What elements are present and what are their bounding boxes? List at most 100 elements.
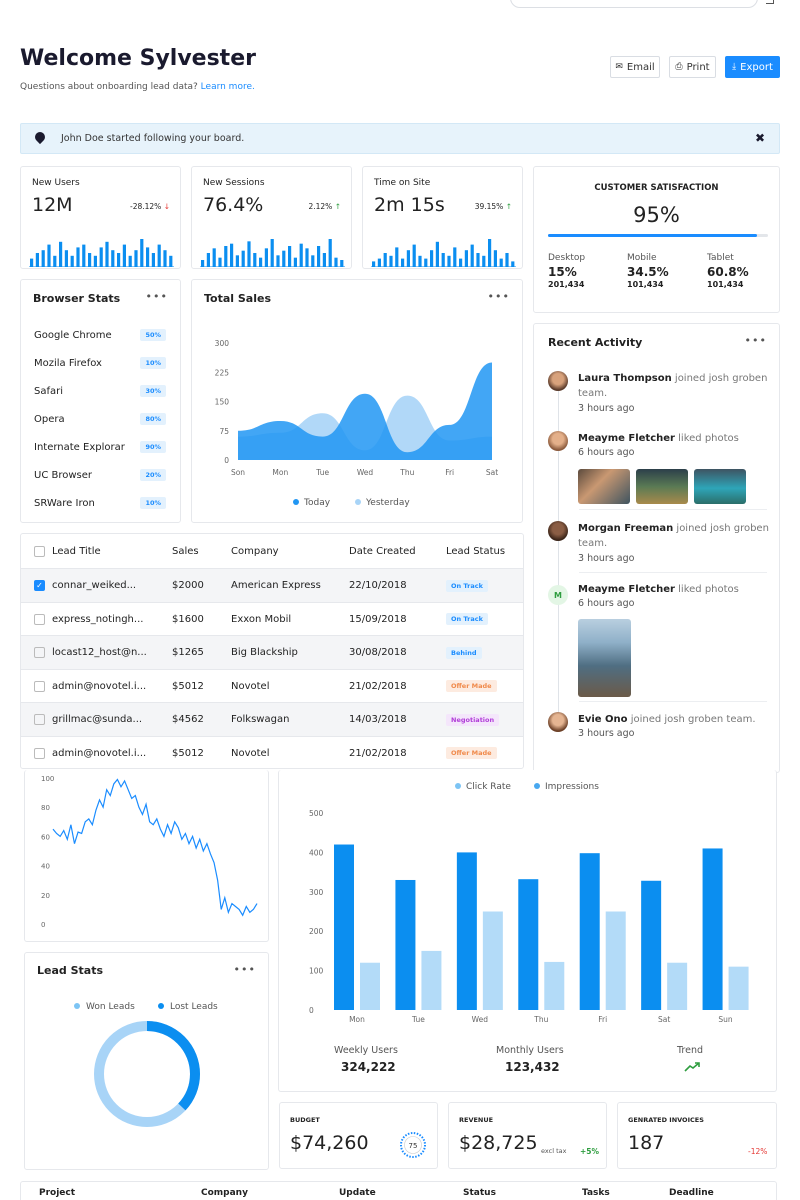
table-row[interactable]: locast12_host@n... $1265 Big Blackship 3… <box>21 635 523 669</box>
card-title: Browser Stats <box>33 292 121 305</box>
lead-company: American Express <box>231 580 321 591</box>
y-tick-label: 100 <box>309 967 324 976</box>
spark-bar <box>206 253 210 267</box>
user-menu-icon-partial[interactable] <box>766 0 774 4</box>
lead-date: 21/02/2018 <box>349 680 407 692</box>
spark-bar <box>264 248 268 267</box>
legend-label: Click Rate <box>466 782 511 792</box>
spark-bar <box>140 239 144 267</box>
lead-sales: $4562 <box>172 714 204 725</box>
spark-bar <box>157 244 161 267</box>
spark-bar <box>276 255 280 267</box>
learn-more-link[interactable]: Learn more. <box>200 82 255 92</box>
y-tick-label: 100 <box>41 775 54 783</box>
select-all-checkbox[interactable] <box>34 545 45 557</box>
email-button[interactable]: ✉ Email <box>610 56 660 78</box>
y-tick-label: 40 <box>41 863 50 871</box>
spark-bar <box>424 258 428 267</box>
more-options-icon[interactable]: ••• <box>487 290 510 303</box>
spark-bar <box>418 255 422 267</box>
row-checkbox[interactable] <box>34 613 45 625</box>
x-tick-label: Wed <box>357 468 374 477</box>
sparkbar-new-sessions <box>200 239 345 267</box>
gauge-value: 75 <box>409 1142 418 1150</box>
stat-label: New Sessions <box>203 178 265 188</box>
arrow-up-icon: ↑ <box>334 202 341 211</box>
arrow-up-icon: ↑ <box>505 202 512 211</box>
row-checkbox[interactable] <box>34 747 45 759</box>
close-icon[interactable]: ✖ <box>754 131 765 145</box>
export-button[interactable]: ⤓ Export <box>725 56 780 78</box>
bar-impressions <box>667 962 688 1010</box>
spark-bar <box>241 250 245 267</box>
x-tick-label: Tue <box>315 468 329 477</box>
bar-click-rate <box>334 844 354 1010</box>
lead-status-badge: Offer Made <box>446 680 497 692</box>
page-title: Welcome Sylvester <box>20 46 256 71</box>
stat-value: 76.4% <box>203 194 264 216</box>
spark-bar <box>499 258 503 267</box>
spark-bar <box>163 250 167 267</box>
more-options-icon[interactable]: ••• <box>145 290 168 303</box>
row-checkbox[interactable] <box>34 647 45 658</box>
lead-stats-donut-chart: Won Leads Lost Leads <box>74 1002 218 1127</box>
row-checkbox[interactable] <box>34 680 45 692</box>
browser-name: Mozila Firefox <box>34 357 102 369</box>
x-tick-label: Sat <box>486 468 498 477</box>
y-tick-label: 500 <box>309 809 324 818</box>
spark-bar <box>282 250 286 267</box>
bar-click-rate <box>702 848 723 1010</box>
x-tick-label: Wed <box>472 1015 489 1024</box>
avatar <box>548 521 568 541</box>
spark-bar <box>505 253 509 267</box>
photo-thumbnail[interactable] <box>694 469 746 504</box>
row-checkbox[interactable] <box>34 714 45 725</box>
leads-table: Lead Title Sales Company Date Created Le… <box>20 533 524 769</box>
table-row[interactable]: admin@novotel.i... $5012 Novotel 21/02/2… <box>21 735 523 769</box>
more-options-icon[interactable]: ••• <box>233 963 256 976</box>
legend-label: Won Leads <box>86 1002 135 1012</box>
print-button[interactable]: ⎙ Print <box>669 56 716 78</box>
table-row[interactable]: admin@novotel.i... $5012 Novotel 21/02/2… <box>21 668 523 703</box>
legend-marker <box>293 499 299 505</box>
photo-thumbnail[interactable] <box>636 469 688 504</box>
legend-marker <box>534 783 540 789</box>
x-tick-label: Son <box>231 468 245 477</box>
avatar <box>548 371 568 391</box>
spark-bar <box>464 250 468 267</box>
photo-thumbnail[interactable] <box>578 619 631 697</box>
table-row[interactable]: ✓ connar_weiked... $2000 American Expres… <box>21 568 523 602</box>
y-tick-label: 0 <box>224 456 229 465</box>
spark-bar <box>453 247 457 267</box>
row-checkbox[interactable]: ✓ <box>34 580 45 591</box>
photo-thumbnail[interactable] <box>578 469 630 504</box>
more-options-icon[interactable]: ••• <box>744 334 767 347</box>
spark-bar <box>401 258 405 267</box>
x-tick-label: Sun <box>718 1015 733 1024</box>
bar-click-rate <box>641 880 662 1010</box>
legend-marker <box>355 499 361 505</box>
budget-value: $74,260 <box>290 1132 369 1154</box>
satisfaction-progress-track <box>548 234 768 237</box>
spark-bar <box>76 247 80 267</box>
spark-bar <box>128 255 132 267</box>
spark-bar <box>412 244 416 267</box>
location-pin-icon <box>32 129 48 145</box>
table-row[interactable]: express_notingh... $1600 Exxon Mobil 15/… <box>21 601 523 636</box>
lead-sales: $5012 <box>172 747 204 759</box>
lead-company: Novotel <box>231 680 270 692</box>
y-tick-label: 300 <box>215 339 230 348</box>
spark-bar <box>395 247 399 267</box>
spark-bar <box>64 250 68 267</box>
search-bar-partial[interactable] <box>510 0 758 8</box>
table-row[interactable]: grillmac@sunda... $4562 Folkswagan 14/03… <box>21 702 523 736</box>
avatar <box>548 431 568 451</box>
invoices-card: GENRATED INVOICES 187 -12% <box>617 1102 777 1169</box>
line-chart: 0 20 40 60 80 100 <box>41 775 258 929</box>
lead-status-badge: On Track <box>446 579 488 592</box>
activity-divider <box>579 572 767 573</box>
satisfaction-progress-fill <box>548 234 757 237</box>
spark-bar <box>253 253 257 267</box>
invoices-label: GENRATED INVOICES <box>628 1116 704 1124</box>
spark-bar <box>235 255 239 267</box>
